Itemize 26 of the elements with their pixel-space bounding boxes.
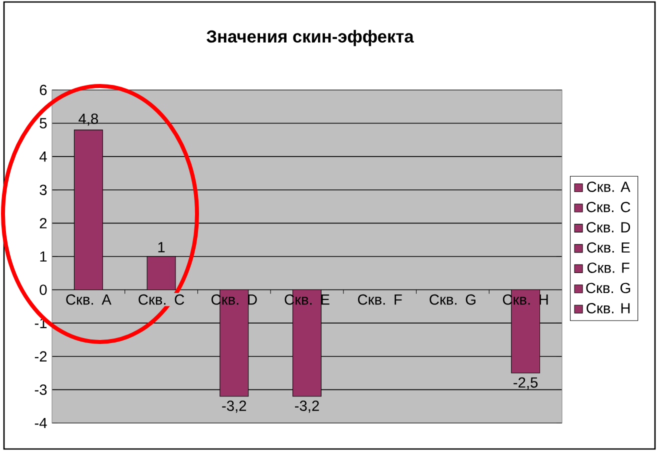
data-label: -2,5 (514, 377, 538, 390)
y-tick-label: 1 (40, 251, 47, 262)
legend-label: Скв. E (587, 242, 630, 253)
legend-label: Скв. H (586, 303, 630, 314)
legend-label: Скв. F (587, 262, 630, 273)
y-tick-label: -4 (34, 418, 47, 428)
x-tick-label: Скв. F (358, 294, 402, 305)
legend-label: Скв. C (586, 202, 630, 212)
y-tick-label: 2 (40, 218, 47, 228)
data-label: 1 (158, 242, 165, 252)
y-tick-label: 3 (40, 184, 47, 196)
y-tick-label: -3 (34, 384, 47, 395)
legend-label: Скв. G (586, 282, 630, 294)
legend-label: Скв. A (587, 182, 630, 192)
y-tick-label: 4 (39, 152, 47, 162)
y-tick-label: 5 (40, 118, 47, 128)
legend-label: Скв. D (586, 222, 630, 232)
data-label: -3,2 (295, 400, 319, 413)
y-tick-label: -2 (34, 351, 47, 362)
x-tick-label: Скв. A (66, 294, 112, 305)
y-tick-label: 6 (40, 84, 47, 96)
x-tick-label: Скв. G (430, 294, 476, 305)
y-tick-label: 0 (40, 284, 47, 295)
data-label: -3,2 (222, 400, 246, 413)
x-tick-label: Скв. C (138, 294, 184, 305)
chart-title: Значения скин-эффекта (206, 30, 414, 46)
